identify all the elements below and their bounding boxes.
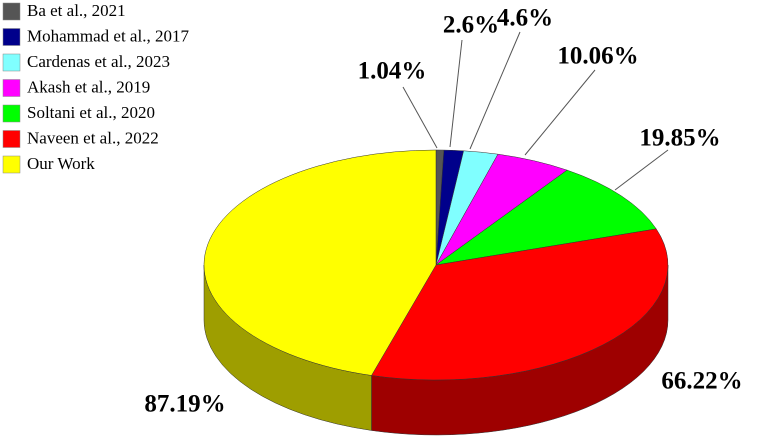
slice — [435, 169, 657, 266]
leader-line — [469, 31, 521, 150]
legend-swatch — [2, 155, 21, 174]
legend-label: Ba et al., 2021 — [27, 1, 126, 20]
legend-label: Naveen et al., 2022 — [27, 128, 159, 147]
leader-line — [449, 39, 463, 148]
slice — [203, 149, 437, 376]
legend-swatch — [2, 2, 21, 21]
data-label: 19.85% — [639, 125, 720, 152]
leader-line — [614, 149, 669, 191]
legend-label: Akash et al., 2019 — [27, 77, 150, 96]
legend-label: Mohammad et al., 2017 — [27, 26, 189, 45]
legend-swatch — [2, 28, 21, 46]
data-label: 66.22% — [661, 368, 742, 395]
data-label: 1.04% — [358, 58, 427, 85]
data-label: 10.06% — [557, 43, 638, 70]
legend-swatch — [2, 130, 21, 148]
slice — [371, 228, 669, 381]
legend-swatch — [2, 79, 21, 97]
data-label: 4.6% — [497, 5, 553, 32]
legend-swatch — [2, 53, 21, 72]
data-label: 2.6% — [443, 12, 499, 39]
legend-swatch — [2, 104, 21, 123]
legend-label: Soltani et al., 2020 — [27, 103, 155, 122]
legend-label: Cardenas et al., 2023 — [27, 52, 170, 71]
leader-line — [524, 69, 596, 156]
legend-label: Our Work — [27, 154, 95, 173]
data-label: 87.19% — [144, 391, 225, 418]
leader-line — [402, 86, 438, 149]
